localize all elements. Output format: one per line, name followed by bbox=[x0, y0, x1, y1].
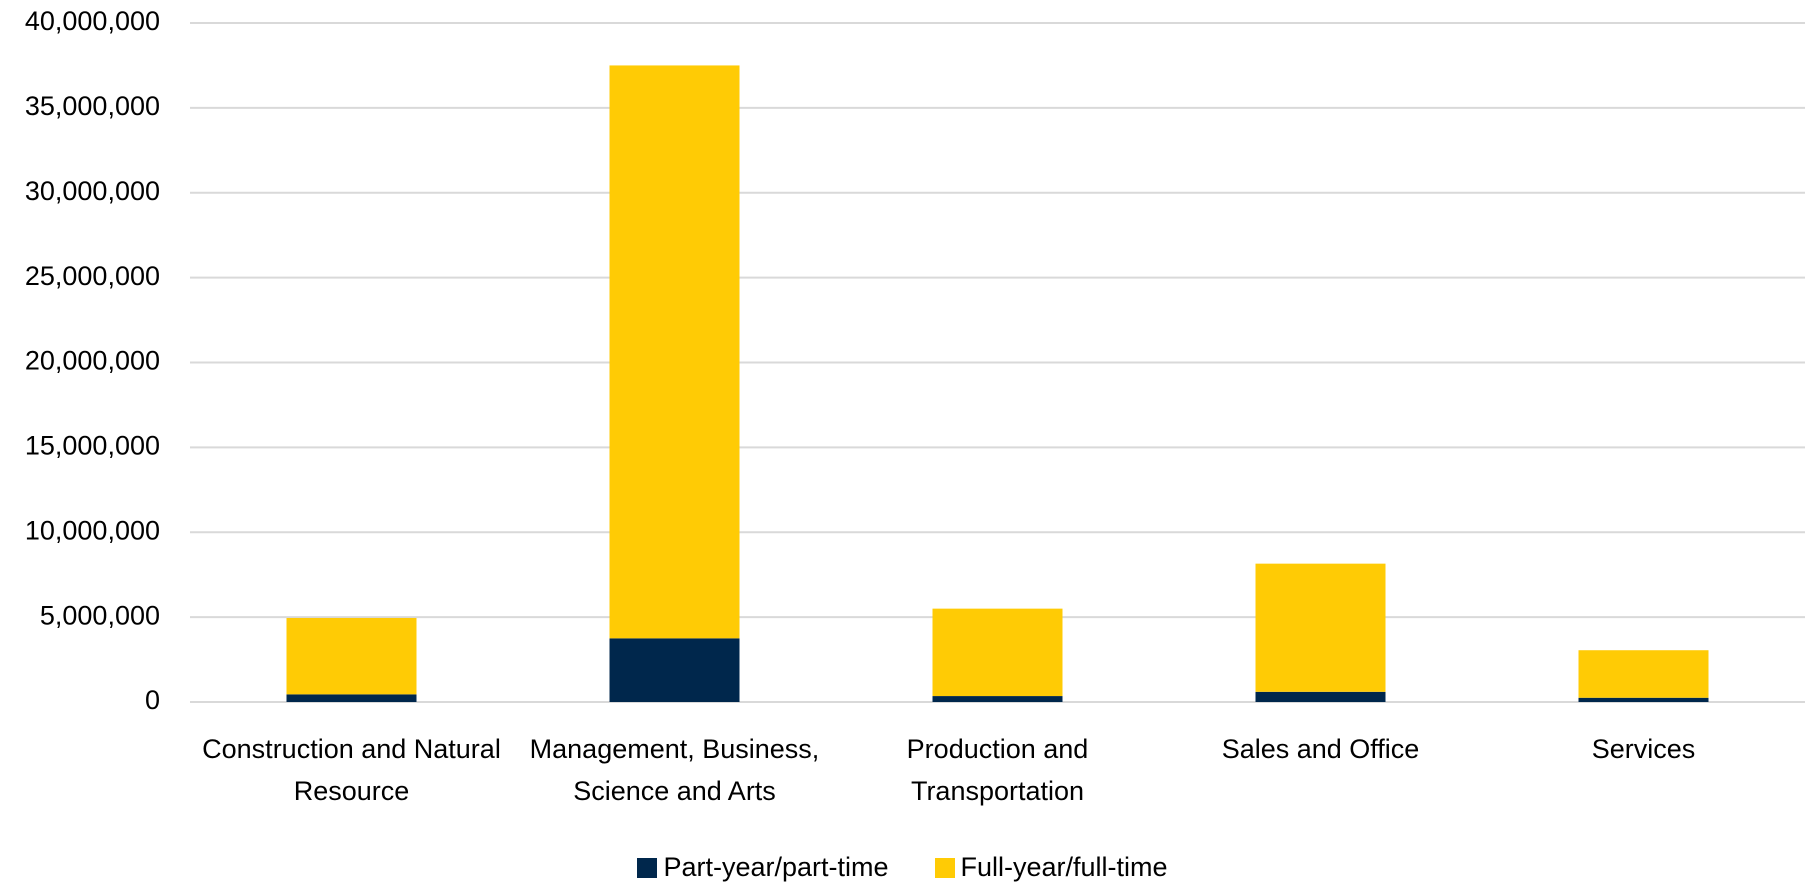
y-tick-label: 20,000,000 bbox=[25, 346, 160, 376]
y-tick-label: 30,000,000 bbox=[25, 176, 160, 206]
y-tick-label: 25,000,000 bbox=[25, 261, 160, 291]
y-tick-label: 10,000,000 bbox=[25, 515, 160, 545]
legend-item: Part-year/part-time bbox=[637, 852, 889, 883]
bar-segment bbox=[609, 638, 740, 702]
y-tick-label: 35,000,000 bbox=[25, 91, 160, 121]
x-tick-label: Construction and Natural Resource bbox=[202, 734, 501, 806]
legend-label: Full-year/full-time bbox=[960, 852, 1168, 882]
x-tick-label: Sales and Office bbox=[1221, 734, 1420, 764]
bar-segment bbox=[609, 65, 740, 639]
legend-swatch bbox=[934, 857, 955, 878]
bar-segment bbox=[932, 696, 1063, 702]
y-tick-label: 40,000,000 bbox=[25, 6, 160, 36]
bar-segment bbox=[286, 694, 417, 702]
bar-segment bbox=[1578, 650, 1709, 698]
legend-item: Full-year/full-time bbox=[934, 852, 1168, 883]
bar-segment bbox=[1255, 691, 1386, 702]
bar-segment bbox=[1578, 697, 1709, 702]
x-tick-label: Management, Business, Science and Arts bbox=[529, 734, 820, 806]
bar-segment bbox=[1255, 563, 1386, 692]
x-tick-label: Production and Transportation bbox=[906, 734, 1089, 806]
legend-swatch bbox=[637, 857, 658, 878]
legend: Part-year/part-time Full-year/full-time bbox=[0, 852, 1805, 883]
y-tick-label: 5,000,000 bbox=[40, 600, 160, 630]
bar-segment bbox=[932, 608, 1063, 697]
y-tick-label: 0 bbox=[145, 685, 160, 715]
x-tick-label: Services bbox=[1591, 734, 1696, 764]
y-tick-label: 15,000,000 bbox=[25, 431, 160, 461]
legend-label: Part-year/part-time bbox=[663, 852, 889, 882]
bar-segment bbox=[286, 617, 417, 695]
